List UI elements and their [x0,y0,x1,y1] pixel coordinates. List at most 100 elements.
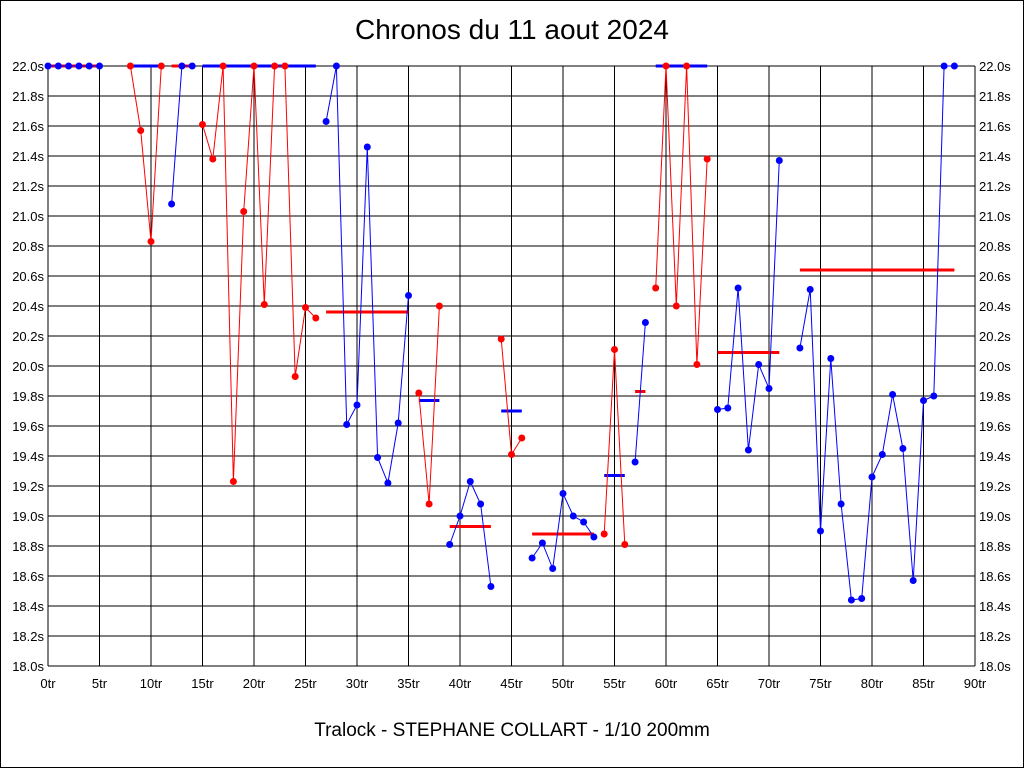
y-tick-label-right: 18.6s [979,569,1011,584]
series-line-s11 [634,322,646,463]
data-point [343,421,351,428]
data-point [878,451,886,458]
data-point [889,391,897,398]
data-point [775,157,783,164]
x-tick-label: 0tr [40,676,56,691]
data-point [528,554,536,562]
data-point [765,385,773,392]
data-point [744,446,752,454]
data-point [569,512,577,520]
x-tick-label: 65tr [706,676,729,691]
x-tick-label: 80tr [861,676,884,691]
data-point [600,530,608,538]
data-point [384,479,392,487]
data-point [950,62,958,70]
y-tick-label-right: 21.0s [979,209,1011,224]
data-point [229,478,237,485]
x-tick-label: 5tr [92,676,108,691]
data-point [394,419,402,427]
y-tick-label-right: 18.0s [979,659,1011,674]
y-tick-label-right: 19.0s [979,509,1011,524]
y-tick-label-right: 19.8s [979,389,1011,404]
x-tick-label: 25tr [294,676,317,691]
series-line-s4 [202,65,317,482]
y-tick-label-left: 20.6s [12,269,44,284]
y-tick-label-right: 18.2s [979,629,1011,644]
y-tick-label-left: 21.8s [12,89,44,104]
data-point [940,62,948,70]
data-point [858,595,866,602]
y-tick-label-right: 19.4s [979,449,1011,464]
y-tick-label-left: 19.4s [12,449,44,464]
y-tick-label-right: 18.4s [979,599,1011,614]
data-point [271,62,279,70]
data-point [405,292,412,299]
x-tick-label: 20tr [243,676,266,691]
data-point [96,62,103,70]
y-tick-label-right: 20.4s [979,299,1011,314]
x-tick-label: 60tr [655,676,678,691]
y-tick-label-left: 21.4s [12,149,44,164]
data-point [85,62,93,70]
data-point [641,319,649,326]
data-point [662,62,670,70]
y-tick-label-left: 20.2s [12,329,44,344]
data-point [652,284,660,292]
y-tick-label-right: 20.2s [979,329,1011,344]
x-tick-label: 40tr [449,676,472,691]
x-tick-label: 90tr [964,676,987,691]
y-tick-label-left: 20.0s [12,359,44,374]
data-point [683,62,691,70]
data-point [209,155,217,163]
x-tick-label: 30tr [346,676,369,691]
data-point [374,454,382,461]
y-tick-label-left: 21.6s [12,119,44,134]
y-tick-label-left: 18.6s [12,569,44,584]
y-tick-label-right: 21.6s [979,119,1011,134]
x-tick-label: 15tr [191,676,214,691]
data-point [590,533,598,541]
data-point [755,361,763,368]
data-point [353,401,361,409]
data-point [302,304,309,311]
y-tick-label-right: 21.4s [979,149,1011,164]
data-point [477,500,485,508]
data-point [559,490,567,497]
y-tick-label-right: 19.6s [979,419,1011,434]
y-tick-label-left: 18.4s [12,599,44,614]
data-point [734,284,742,292]
data-point [260,301,268,308]
data-point [199,121,206,128]
data-point [868,473,876,481]
data-point [363,143,371,151]
x-tick-label: 75tr [809,676,832,691]
data-point [425,500,433,508]
x-tick-label: 35tr [397,676,420,691]
data-point [44,62,52,70]
data-point [487,583,495,590]
data-point [219,62,227,70]
y-tick-label-left: 21.0s [12,209,44,224]
data-point [714,406,721,413]
data-point [703,155,711,163]
data-point [137,127,145,134]
y-tick-label-right: 18.8s [979,539,1011,554]
series-line-s2 [129,65,162,242]
data-point [312,314,320,322]
data-point [549,565,557,572]
data-point [65,62,73,70]
y-tick-label-right: 20.0s [979,359,1011,374]
data-point [456,512,464,520]
y-tick-label-left: 19.6s [12,419,44,434]
data-point [322,118,330,125]
data-point [621,541,629,548]
data-point [518,434,526,442]
data-point [724,404,732,412]
data-point [54,62,62,70]
data-point [538,539,546,547]
x-tick-label: 10tr [140,676,163,691]
series-line-s12 [655,65,708,365]
data-point [827,355,835,362]
data-point [930,392,938,400]
data-point [157,62,165,70]
